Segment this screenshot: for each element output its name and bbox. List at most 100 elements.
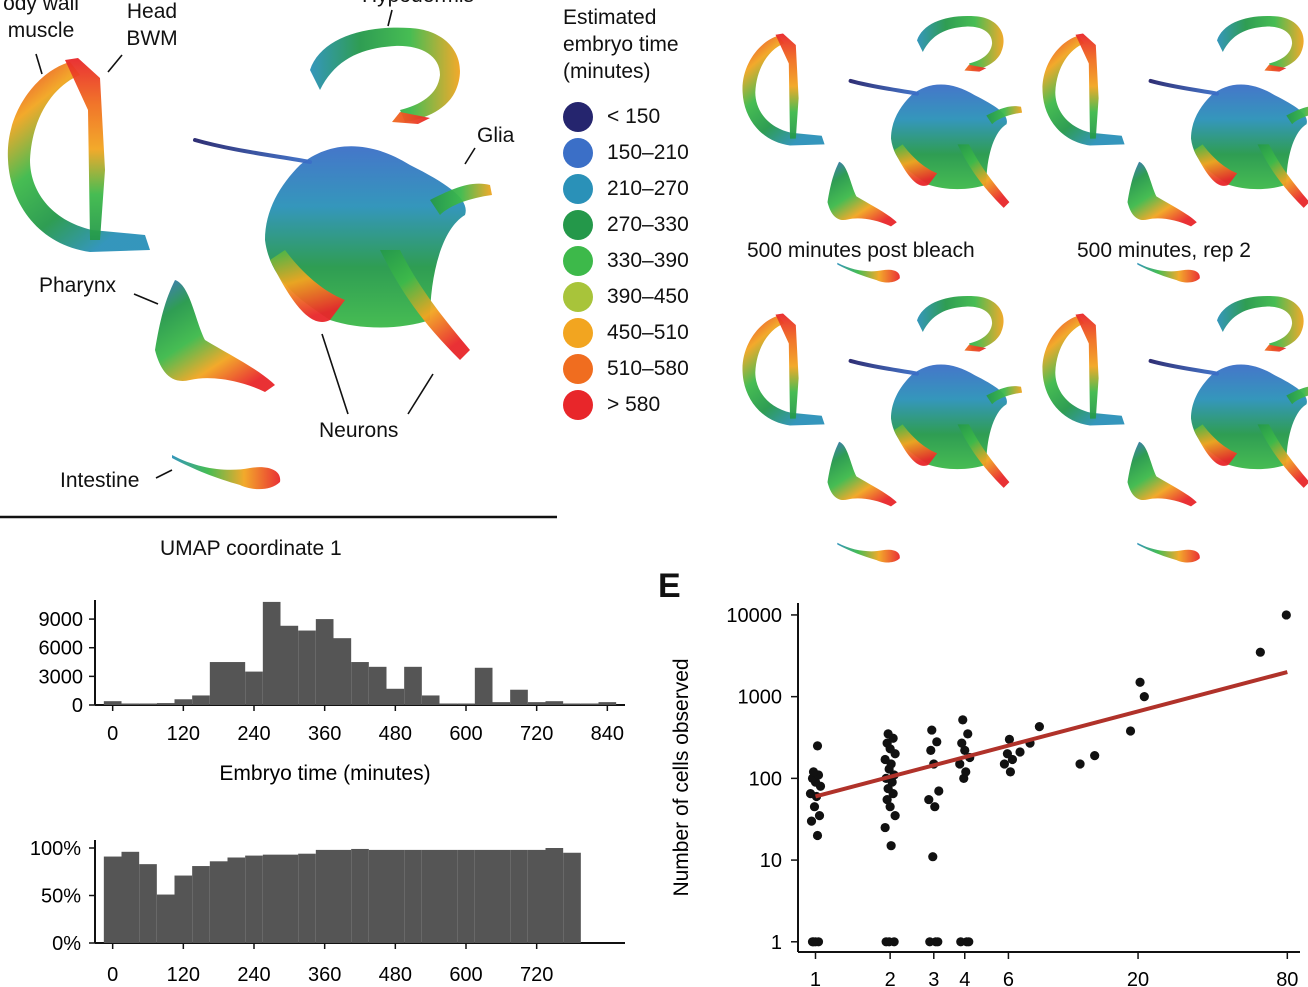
pct-bar	[545, 848, 564, 943]
hist-bar	[103, 701, 122, 705]
x-tick-label: 0	[107, 964, 118, 986]
pct-bar	[192, 866, 210, 943]
umap-cluster	[1286, 386, 1308, 405]
legend-swatch	[563, 390, 593, 420]
hist-bar	[439, 703, 458, 705]
scatter-point	[932, 737, 942, 747]
x-tick-label: 0	[107, 723, 118, 745]
pct-bar	[156, 894, 175, 943]
scatter-point	[1075, 759, 1085, 769]
pct-bar	[368, 849, 387, 943]
pct-bar	[209, 861, 228, 943]
umap-cluster	[827, 441, 897, 507]
x-tick-label: 360	[308, 964, 341, 986]
umap-cluster	[986, 386, 1023, 405]
hist-bar	[333, 638, 352, 705]
scatter-point	[957, 738, 967, 748]
pct-bar	[404, 849, 422, 943]
legend-swatch	[563, 138, 593, 168]
umap-cluster	[65, 58, 105, 240]
fit-line	[814, 670, 1288, 799]
pct-bar	[227, 857, 246, 943]
scatter-point	[958, 715, 968, 725]
scatter-point	[1002, 749, 1013, 759]
umap-cluster	[742, 35, 825, 146]
pct-bar	[439, 849, 458, 943]
umap-cluster	[848, 358, 919, 376]
scatter-point	[999, 759, 1010, 769]
scatter-point	[883, 729, 893, 739]
scatter-point	[808, 937, 819, 947]
x-tick-label: 600	[449, 964, 482, 986]
umap-leader-lines	[35, 9, 476, 479]
umap-cluster	[848, 78, 919, 96]
hist-bar	[227, 662, 246, 705]
umap-cluster	[172, 455, 281, 490]
label-intestine: Intestine	[60, 469, 140, 492]
label-head-bwm: Head BWM	[126, 0, 178, 50]
hist-bar	[510, 689, 528, 705]
y-tick-label: 10	[760, 850, 782, 872]
scatter-point	[884, 937, 894, 947]
legend-swatch	[563, 246, 593, 276]
umap-cluster	[917, 15, 1004, 71]
scatter-point	[1005, 767, 1016, 777]
panel-title-rep2: 500 minutes, rep 2	[1077, 239, 1251, 262]
scatter-point	[1139, 692, 1149, 702]
hist-bar	[563, 703, 581, 705]
legend-label: 450–510	[607, 321, 689, 344]
x-tick-label: 6	[1003, 969, 1014, 987]
umap-cluster	[155, 280, 275, 392]
hist-bar	[368, 666, 387, 705]
hist-bar	[474, 667, 493, 705]
legend-item: 330–390	[563, 246, 689, 276]
hist-bar	[404, 666, 422, 705]
umap-cluster	[430, 183, 492, 215]
x-tick-label: 240	[237, 723, 270, 745]
pct-bar	[421, 849, 440, 943]
umap-small-panels	[742, 15, 1308, 563]
hist-bar	[280, 625, 299, 705]
hist-bar	[298, 630, 316, 705]
umap-axis-label: UMAP coordinate 1	[160, 537, 342, 560]
pct-bar	[492, 849, 511, 943]
scatter-point	[925, 937, 935, 947]
pct-bar	[280, 854, 299, 943]
x-tick-label: 840	[591, 723, 624, 745]
scatter-point	[924, 794, 934, 805]
legend-swatch	[563, 102, 593, 132]
y-tick-label: 9000	[39, 609, 84, 631]
scatter-point	[812, 741, 823, 751]
x-tick-label: 120	[167, 964, 200, 986]
hist-bar	[315, 619, 334, 705]
hist-bar	[192, 695, 210, 705]
scatter-point	[930, 802, 940, 812]
x-tick-label: 20	[1127, 969, 1149, 987]
small-umap-clusters	[742, 15, 1308, 563]
hist-bar	[598, 702, 617, 705]
panel-e-letter: E	[658, 567, 681, 605]
scatter-point	[805, 789, 816, 799]
pct-bar	[527, 849, 546, 943]
x-tick-label: 720	[520, 723, 553, 745]
hist-bar	[351, 662, 369, 705]
scatter-point	[933, 937, 943, 947]
umap-cluster	[310, 27, 460, 122]
legend-swatch	[563, 174, 593, 204]
hist-bar	[527, 702, 546, 705]
scatter-point	[1255, 647, 1265, 657]
y-axis-label: Number of cells observed	[670, 658, 693, 896]
legend-label: > 580	[607, 393, 661, 416]
umap-cluster	[1148, 78, 1219, 96]
hist-bar	[121, 703, 140, 705]
umap-cluster	[957, 424, 1010, 488]
y-tick-label: 10000	[726, 605, 782, 627]
umap-cluster	[1217, 295, 1304, 351]
pct-bar	[174, 875, 193, 943]
umap-cluster	[7, 62, 151, 252]
x-tick-label: 480	[379, 964, 412, 986]
scatter-point	[1125, 726, 1136, 736]
umap-cluster	[1193, 424, 1238, 466]
legend-item: < 150	[563, 102, 660, 132]
umap-cluster	[1193, 144, 1238, 186]
